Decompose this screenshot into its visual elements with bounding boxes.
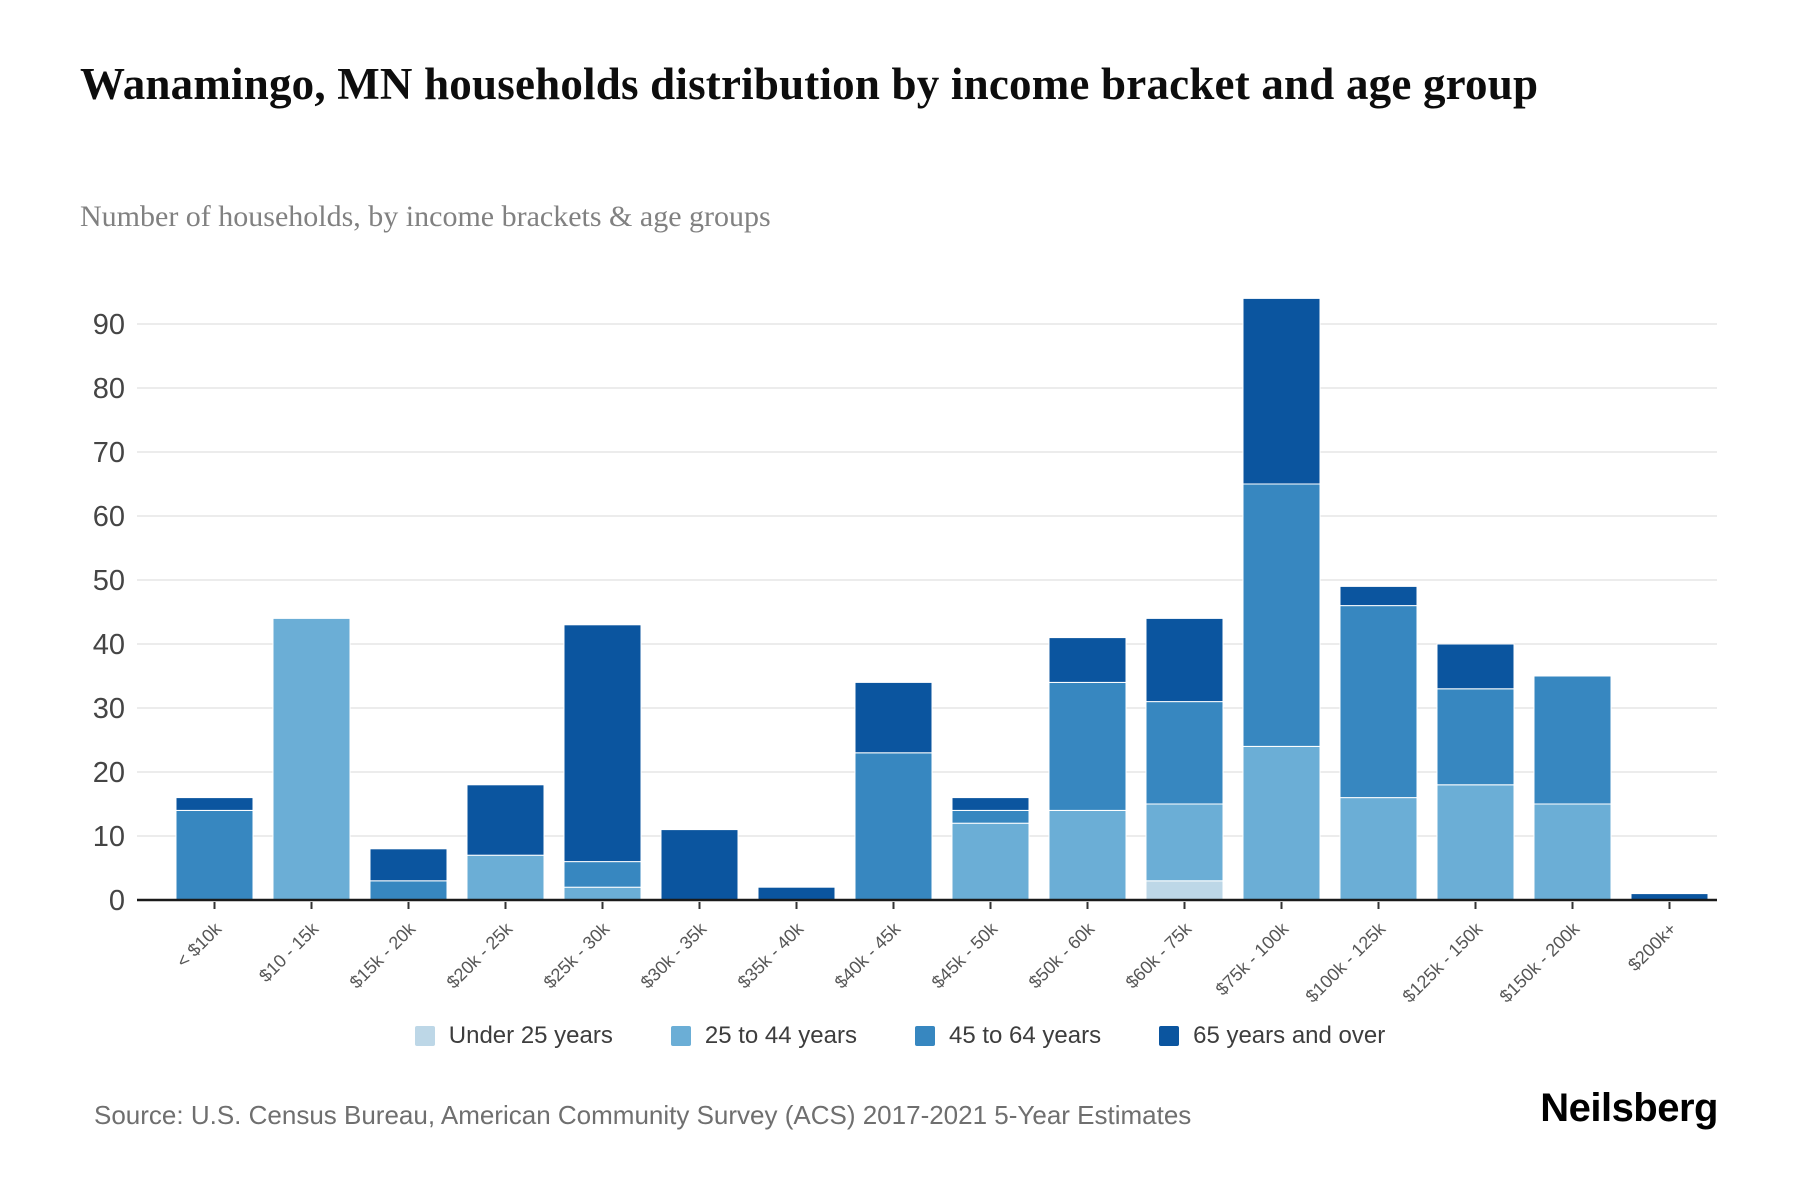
x-tick-label: $35k - 40k <box>734 918 808 992</box>
x-tick-label: $150k - 200k <box>1496 918 1584 1006</box>
bar-segment[interactable] <box>1436 784 1515 901</box>
legend-swatch <box>914 1026 935 1046</box>
y-tick-label: 90 <box>93 309 125 341</box>
x-tick-label: $75k - 100k <box>1212 918 1293 999</box>
bar-segment[interactable] <box>757 886 836 901</box>
source-text: Source: U.S. Census Bureau, American Com… <box>94 1100 1192 1130</box>
bar-segment[interactable] <box>466 854 545 901</box>
x-tick-label: $45k - 50k <box>928 918 1002 992</box>
y-tick-label: 60 <box>93 501 125 533</box>
x-tick-label: $60k - 75k <box>1122 918 1196 992</box>
legend-item[interactable]: 25 to 44 years <box>670 1022 857 1050</box>
legend-label: Under 25 years <box>448 1022 613 1049</box>
bar-segment[interactable] <box>563 861 642 888</box>
bar-segment[interactable] <box>1533 803 1612 901</box>
y-tick-label: 10 <box>93 821 125 853</box>
x-tick-label: $25k - 30k <box>540 918 614 992</box>
legend-label: 45 to 64 years <box>948 1022 1102 1049</box>
bar-segment[interactable] <box>854 681 933 754</box>
bar-segment[interactable] <box>1436 688 1515 786</box>
chart-subtitle: Number of households, by income brackets… <box>80 200 771 233</box>
bar-segment[interactable] <box>1048 681 1127 811</box>
legend-swatch <box>414 1026 435 1046</box>
bar-segment[interactable] <box>369 848 448 882</box>
chart-title: Wanamingo, MN households distribution by… <box>80 59 1539 109</box>
legend-swatch <box>670 1026 691 1046</box>
bar-segment[interactable] <box>951 822 1030 901</box>
x-tick-label: $125k - 150k <box>1399 918 1487 1006</box>
y-tick-label: 20 <box>93 757 125 789</box>
bar-segment[interactable] <box>1145 880 1224 901</box>
y-tick-label: 40 <box>93 629 125 661</box>
bar-segment[interactable] <box>272 617 351 901</box>
x-tick-label: $50k - 60k <box>1025 918 1099 992</box>
x-tick-label: $10 - 15k <box>255 918 323 986</box>
y-tick-label: 80 <box>93 373 125 405</box>
x-tick-label: $100k - 125k <box>1302 918 1390 1006</box>
y-tick-label: 0 <box>109 885 125 917</box>
legend-item[interactable]: 65 years and over <box>1159 1022 1385 1050</box>
bar-segment[interactable] <box>1048 637 1127 683</box>
bar-segment[interactable] <box>951 797 1030 811</box>
x-tick-label: $30k - 35k <box>637 918 711 992</box>
x-tick-label: $40k - 45k <box>831 918 905 992</box>
bar-segment[interactable] <box>1339 797 1418 901</box>
bar-segment[interactable] <box>660 829 739 901</box>
legend-label: 25 to 44 years <box>704 1022 857 1049</box>
bar-segment[interactable] <box>175 809 254 901</box>
bar-segment[interactable] <box>563 886 642 901</box>
bar-segment[interactable] <box>1242 745 1321 901</box>
bar-segment[interactable] <box>1145 701 1224 805</box>
legend-swatch <box>1159 1026 1180 1046</box>
legend-item[interactable]: 45 to 64 years <box>914 1022 1102 1050</box>
legend-label: 65 years and over <box>1193 1022 1386 1049</box>
x-tick-label: $20k - 25k <box>443 918 517 992</box>
x-tick-label: $200k+ <box>1624 919 1680 975</box>
bar-segment[interactable] <box>1242 483 1321 747</box>
brand-logo[interactable]: Neilsberg <box>1540 1086 1718 1130</box>
x-tick-label: < $10k <box>173 918 226 971</box>
bar-segment[interactable] <box>854 752 933 901</box>
bar-segment[interactable] <box>951 809 1030 824</box>
y-tick-label: 30 <box>93 693 125 725</box>
bar-segment[interactable] <box>1242 297 1321 485</box>
x-tick-label: $15k - 20k <box>346 918 420 992</box>
y-tick-label: 70 <box>93 437 125 469</box>
bar-segment[interactable] <box>466 784 545 856</box>
bar-segment[interactable] <box>1145 803 1224 882</box>
bar-segment[interactable] <box>1533 675 1612 805</box>
bar-segment[interactable] <box>369 880 448 901</box>
bar-segment[interactable] <box>1145 617 1224 703</box>
y-tick-label: 50 <box>93 565 125 597</box>
legend: Under 25 years 25 to 44 years 45 to 64 yea… <box>0 1022 1800 1050</box>
bar-segment[interactable] <box>1339 605 1418 799</box>
bar-segment[interactable] <box>563 624 642 863</box>
bar-segment[interactable] <box>175 797 254 811</box>
bar-segment[interactable] <box>1339 585 1418 607</box>
chart-svg: 0 10 20 30 40 50 60 70 80 90 < $10k $10 - 15k $15k -… <box>93 297 1717 1006</box>
legend-item[interactable]: Under 25 years <box>414 1022 613 1050</box>
bar-segment[interactable] <box>1436 643 1515 690</box>
bar-segment[interactable] <box>1048 809 1127 901</box>
